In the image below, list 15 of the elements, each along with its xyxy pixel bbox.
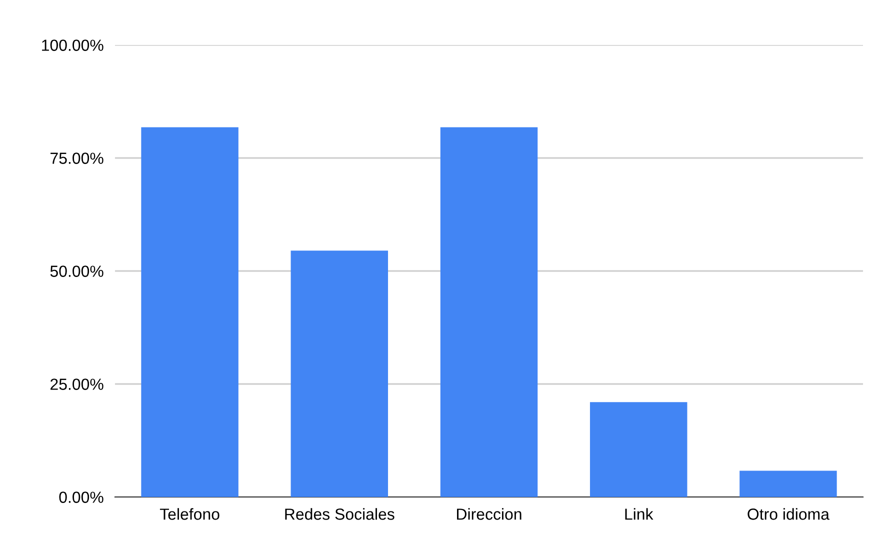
bar	[290, 250, 388, 497]
y-tick-label: 100.00%	[42, 40, 104, 51]
y-tick-label: 75.00%	[50, 152, 104, 164]
x-tick-label: Direccion	[457, 508, 522, 520]
bar	[740, 470, 837, 497]
bar	[141, 127, 238, 497]
x-tick-label: Link	[625, 508, 654, 520]
x-tick-label: Telefono	[160, 508, 220, 520]
y-tick-label: 50.00%	[50, 266, 104, 277]
x-tick-label: Otro idioma	[748, 508, 830, 520]
bar	[440, 127, 538, 497]
bar	[590, 402, 688, 497]
y-tick-label: 0.00%	[59, 492, 104, 503]
x-tick-label: Redes Sociales	[285, 508, 394, 520]
y-tick-label: 25.00%	[50, 378, 104, 390]
